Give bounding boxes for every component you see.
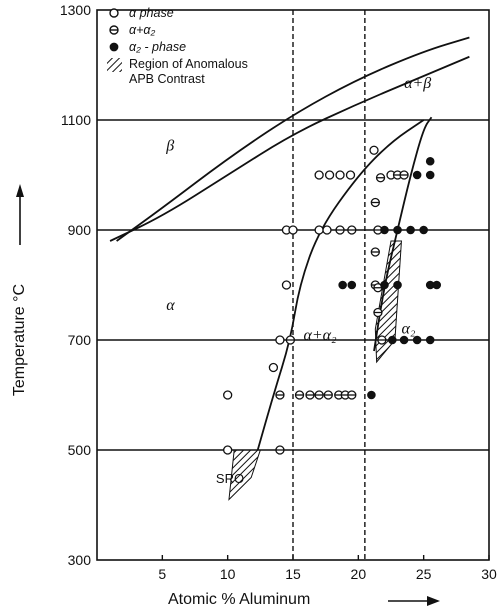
- x-tick-label: 15: [285, 566, 301, 582]
- alpha-phase-point: [314, 225, 324, 235]
- legend-item-alpha2: α₂ - phase: [109, 40, 186, 54]
- y-tick-label: 900: [68, 222, 92, 238]
- legend-open-circle-marker: [109, 8, 119, 18]
- alpha-phase-point: [223, 445, 233, 455]
- alpha2-phase-point: [393, 280, 402, 290]
- alpha-phase-point: [268, 362, 279, 373]
- alpha2-phase-point: [393, 225, 402, 235]
- legend-label-hatch-line2: APB Contrast: [129, 72, 205, 86]
- alpha2-phase-point: [380, 225, 389, 235]
- alpha2-phase-point: [338, 280, 347, 290]
- y-tick-label: 300: [68, 552, 92, 568]
- x-axis-title: Atomic % Aluminum: [168, 591, 310, 608]
- alpha-phase-point: [281, 280, 292, 290]
- alpha2-phase-point: [419, 225, 428, 235]
- region-label: α: [166, 297, 175, 314]
- region-label: α+α₂: [303, 327, 337, 344]
- alpha-alpha2-point: [375, 173, 386, 183]
- alpha-alpha2-point: [305, 390, 315, 400]
- legend-label-hatch-line1: Region of Anomalous: [129, 57, 248, 71]
- legend-hatch-marker: [107, 58, 122, 72]
- x-tick-label: 30: [481, 566, 497, 582]
- alpha-alpha2-point: [377, 335, 387, 345]
- y-tick-label: 500: [68, 442, 92, 458]
- alpha2-phase-point: [425, 170, 435, 180]
- tick-labels: 300 500 700 900 1100 1300 5 10 15 20 25 30: [60, 2, 497, 582]
- alpha-alpha2-point: [275, 390, 285, 400]
- alpha-alpha2-point: [347, 390, 357, 400]
- legend: α phase α+α₂ α₂ - phase Region of Anomal…: [107, 6, 248, 86]
- hatched-region-0: [228, 449, 262, 501]
- region-label: α+β: [404, 75, 431, 92]
- y-tick-label: 1300: [60, 2, 91, 18]
- alpha-alpha2-point: [370, 197, 380, 208]
- alpha-alpha2-point: [275, 445, 285, 455]
- alpha-phase-point: [275, 335, 285, 345]
- alpha-phase-point: [223, 390, 233, 400]
- legend-label-alpha-alpha2: α+α₂: [129, 23, 156, 37]
- legend-item-hatch: Region of Anomalous APB Contrast: [107, 57, 248, 86]
- boundary-alpha2-solvus: [256, 119, 425, 451]
- region-label: α₂: [401, 320, 415, 337]
- hatched-regions: [228, 240, 402, 501]
- region-label: β: [165, 137, 174, 154]
- hatched-region-1: [374, 240, 402, 364]
- alpha-alpha2-point: [373, 307, 383, 318]
- alpha-phase-point: [314, 170, 324, 180]
- alpha2-phase-point: [425, 335, 435, 345]
- alpha-alpha2-point: [370, 247, 380, 257]
- legend-filled-circle-marker: [109, 42, 119, 52]
- region-label: SRO: [216, 471, 244, 486]
- alpha-alpha2-point: [347, 225, 357, 235]
- alpha-phase-point: [322, 225, 332, 235]
- alpha-phase-point: [345, 170, 356, 180]
- alpha2-phase-point: [406, 225, 415, 235]
- alpha2-phase-point: [425, 156, 435, 166]
- alpha2-phase-point: [347, 280, 357, 290]
- x-axis-arrowhead: [427, 596, 440, 606]
- phase-boundaries: [109, 36, 470, 451]
- alpha-phase-point: [324, 170, 335, 180]
- x-tick-label: 25: [416, 566, 432, 582]
- x-tick-label: 5: [158, 566, 166, 582]
- legend-label-alpha: α phase: [129, 6, 174, 20]
- legend-label-alpha2: α₂ - phase: [129, 40, 186, 54]
- alpha2-phase-point: [380, 280, 389, 290]
- x-tick-label: 10: [220, 566, 236, 582]
- alpha2-phase-point: [432, 280, 442, 290]
- boundary-beta-transus-upper: [116, 36, 470, 242]
- alpha2-phase-point: [399, 335, 409, 345]
- alpha-alpha2-point: [335, 225, 345, 235]
- legend-item-alpha: α phase: [109, 6, 174, 20]
- alpha2-phase-point: [388, 335, 397, 345]
- y-tick-label: 700: [68, 332, 92, 348]
- alpha-phase-point: [335, 170, 345, 180]
- y-axis-title: Temperature °C: [11, 284, 28, 396]
- alpha-alpha2-point: [314, 390, 324, 400]
- alpha-alpha2-point: [294, 390, 305, 400]
- alpha2-phase-point: [367, 390, 376, 400]
- alpha-phase-point: [369, 145, 379, 155]
- data-points: [223, 145, 442, 455]
- alpha2-phase-point: [412, 170, 422, 180]
- boundary-beta-transus-lower: [109, 55, 470, 242]
- legend-item-alpha-alpha2: α+α₂: [109, 23, 156, 37]
- x-tick-label: 20: [351, 566, 367, 582]
- alpha-phase-point: [288, 225, 298, 235]
- alpha-alpha2-point: [323, 390, 333, 400]
- alpha2-phase-point: [412, 335, 422, 345]
- alpha-alpha2-point: [285, 335, 296, 345]
- region-labels: β α+β α α+α₂ α₂ SRO: [165, 75, 431, 486]
- alpha-alpha2-point: [399, 170, 409, 180]
- y-tick-label: 1100: [61, 112, 91, 128]
- y-axis-arrowhead: [16, 184, 24, 197]
